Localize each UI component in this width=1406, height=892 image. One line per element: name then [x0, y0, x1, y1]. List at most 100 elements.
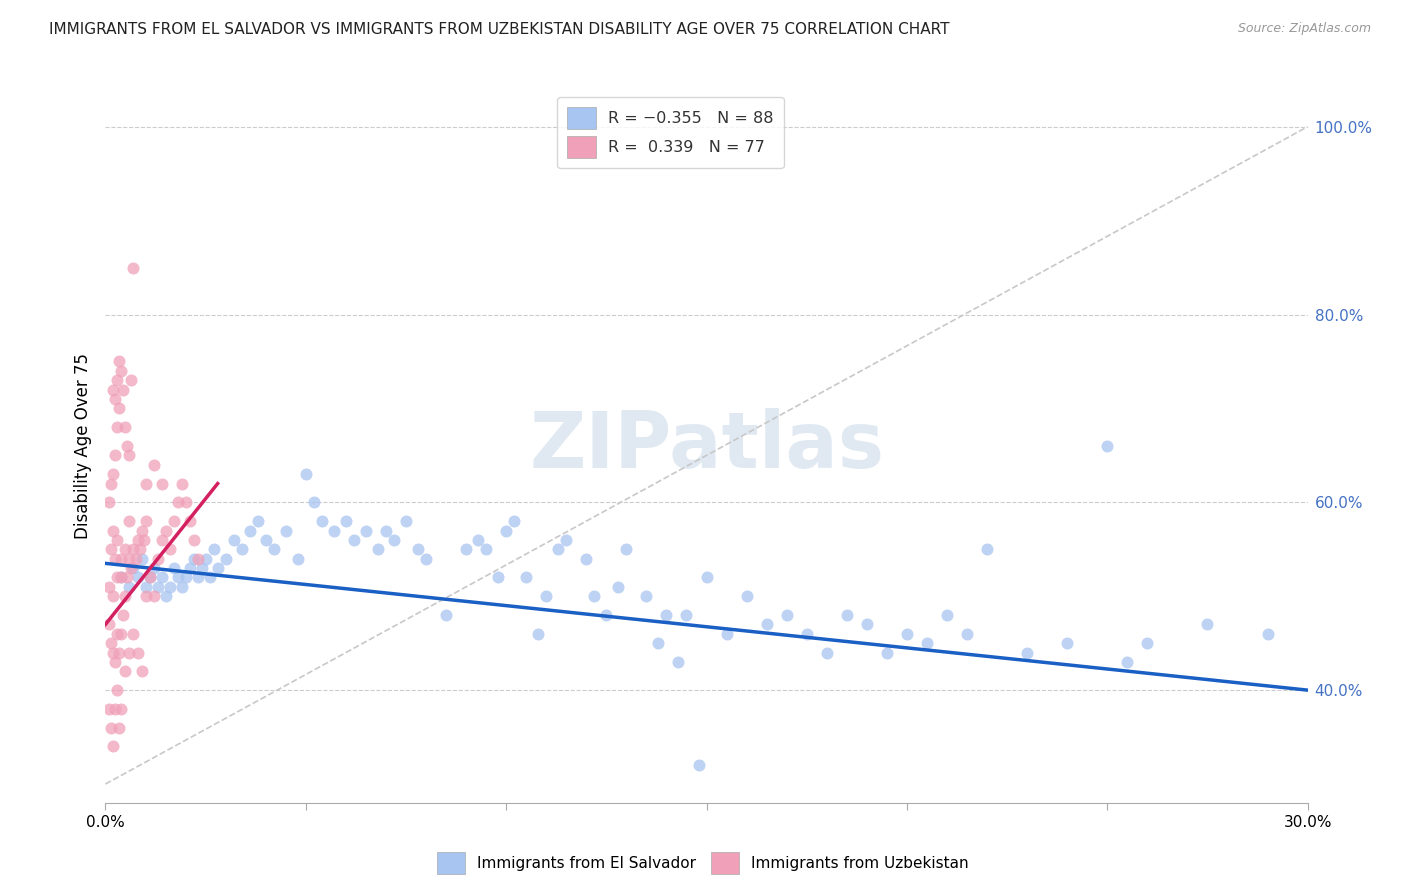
Point	[367, 542, 389, 557]
Point	[114, 589, 136, 603]
Point	[122, 260, 145, 275]
Point	[515, 570, 537, 584]
Point	[1015, 646, 1038, 660]
Point	[647, 636, 669, 650]
Point	[108, 401, 131, 416]
Point	[142, 458, 165, 472]
Point	[170, 476, 193, 491]
Point	[486, 570, 509, 584]
Point	[98, 617, 121, 632]
Point	[179, 561, 201, 575]
Point	[121, 561, 143, 575]
Point	[98, 702, 121, 716]
Point	[131, 665, 153, 679]
Point	[688, 758, 710, 772]
Point	[194, 551, 217, 566]
Point	[302, 495, 325, 509]
Point	[131, 524, 153, 538]
Point	[174, 495, 197, 509]
Point	[202, 542, 225, 557]
Point	[696, 570, 718, 584]
Point	[354, 524, 377, 538]
Point	[636, 589, 658, 603]
Point	[108, 354, 131, 368]
Point	[155, 524, 177, 538]
Point	[127, 533, 149, 547]
Point	[132, 533, 155, 547]
Point	[104, 551, 127, 566]
Point	[104, 392, 127, 406]
Legend: Immigrants from El Salvador, Immigrants from Uzbekistan: Immigrants from El Salvador, Immigrants …	[432, 846, 974, 880]
Point	[122, 561, 145, 575]
Point	[155, 589, 177, 603]
Point	[117, 570, 139, 584]
Point	[138, 570, 160, 584]
Point	[150, 570, 173, 584]
Point	[114, 420, 136, 434]
Point	[146, 551, 169, 566]
Point	[835, 607, 858, 622]
Point	[311, 514, 333, 528]
Point	[107, 533, 129, 547]
Point	[190, 561, 212, 575]
Point	[135, 580, 157, 594]
Point	[595, 607, 617, 622]
Point	[170, 580, 193, 594]
Point	[495, 524, 517, 538]
Point	[415, 551, 437, 566]
Point	[114, 542, 136, 557]
Point	[1197, 617, 1219, 632]
Point	[1097, 439, 1119, 453]
Point	[207, 561, 229, 575]
Point	[108, 721, 131, 735]
Point	[108, 646, 131, 660]
Point	[110, 627, 132, 641]
Point	[735, 589, 758, 603]
Point	[246, 514, 269, 528]
Point	[103, 739, 125, 754]
Point	[118, 646, 141, 660]
Point	[103, 467, 125, 482]
Point	[135, 589, 157, 603]
Point	[575, 551, 598, 566]
Point	[343, 533, 366, 547]
Point	[263, 542, 285, 557]
Point	[534, 589, 557, 603]
Point	[222, 533, 245, 547]
Point	[103, 383, 125, 397]
Point	[107, 570, 129, 584]
Point	[122, 627, 145, 641]
Point	[179, 514, 201, 528]
Point	[915, 636, 938, 650]
Point	[117, 439, 139, 453]
Point	[98, 580, 121, 594]
Point	[135, 476, 157, 491]
Point	[166, 570, 188, 584]
Point	[110, 702, 132, 716]
Point	[896, 627, 918, 641]
Point	[127, 570, 149, 584]
Point	[118, 580, 141, 594]
Point	[135, 514, 157, 528]
Point	[231, 542, 253, 557]
Point	[104, 702, 127, 716]
Point	[1257, 627, 1279, 641]
Point	[956, 627, 979, 641]
Point	[159, 580, 181, 594]
Point	[112, 383, 135, 397]
Point	[110, 570, 132, 584]
Point	[100, 542, 122, 557]
Point	[183, 533, 205, 547]
Point	[121, 373, 143, 387]
Point	[755, 617, 778, 632]
Point	[434, 607, 457, 622]
Point	[335, 514, 357, 528]
Point	[112, 607, 135, 622]
Point	[110, 364, 132, 378]
Point	[1116, 655, 1139, 669]
Point	[118, 449, 141, 463]
Point	[274, 524, 297, 538]
Point	[107, 373, 129, 387]
Point	[162, 514, 184, 528]
Point	[295, 467, 318, 482]
